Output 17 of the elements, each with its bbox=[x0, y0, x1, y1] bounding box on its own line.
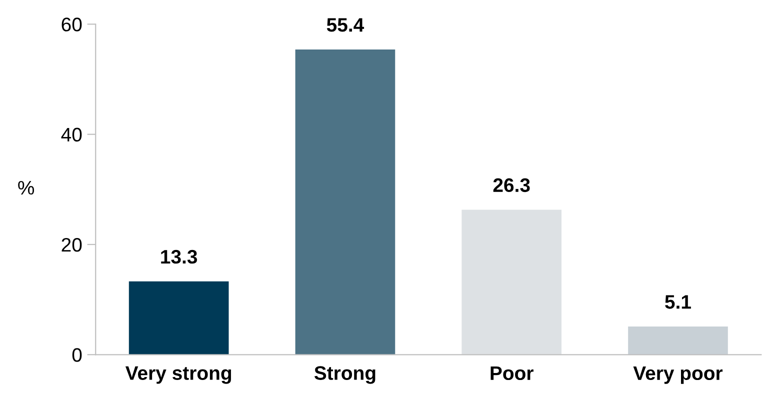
x-tick-label: Very poor bbox=[633, 366, 723, 384]
bar bbox=[295, 50, 396, 355]
y-tick-label: 60 bbox=[62, 18, 82, 32]
y-tick-label: 0 bbox=[72, 348, 82, 362]
bar bbox=[128, 281, 229, 355]
y-axis-title: % bbox=[18, 180, 34, 195]
data-label: 13.3 bbox=[161, 250, 198, 264]
x-tick-label: Strong bbox=[314, 366, 376, 384]
y-tick-label: 20 bbox=[62, 238, 82, 252]
data-label: 55.4 bbox=[326, 18, 364, 32]
x-tick-label: Very strong bbox=[125, 366, 232, 384]
data-label: 5.1 bbox=[665, 295, 691, 309]
bar bbox=[628, 326, 728, 355]
bar bbox=[462, 210, 562, 355]
data-label: 26.3 bbox=[493, 178, 530, 192]
y-tick-label: 40 bbox=[61, 128, 82, 142]
x-tick-label: Poor bbox=[490, 366, 534, 380]
